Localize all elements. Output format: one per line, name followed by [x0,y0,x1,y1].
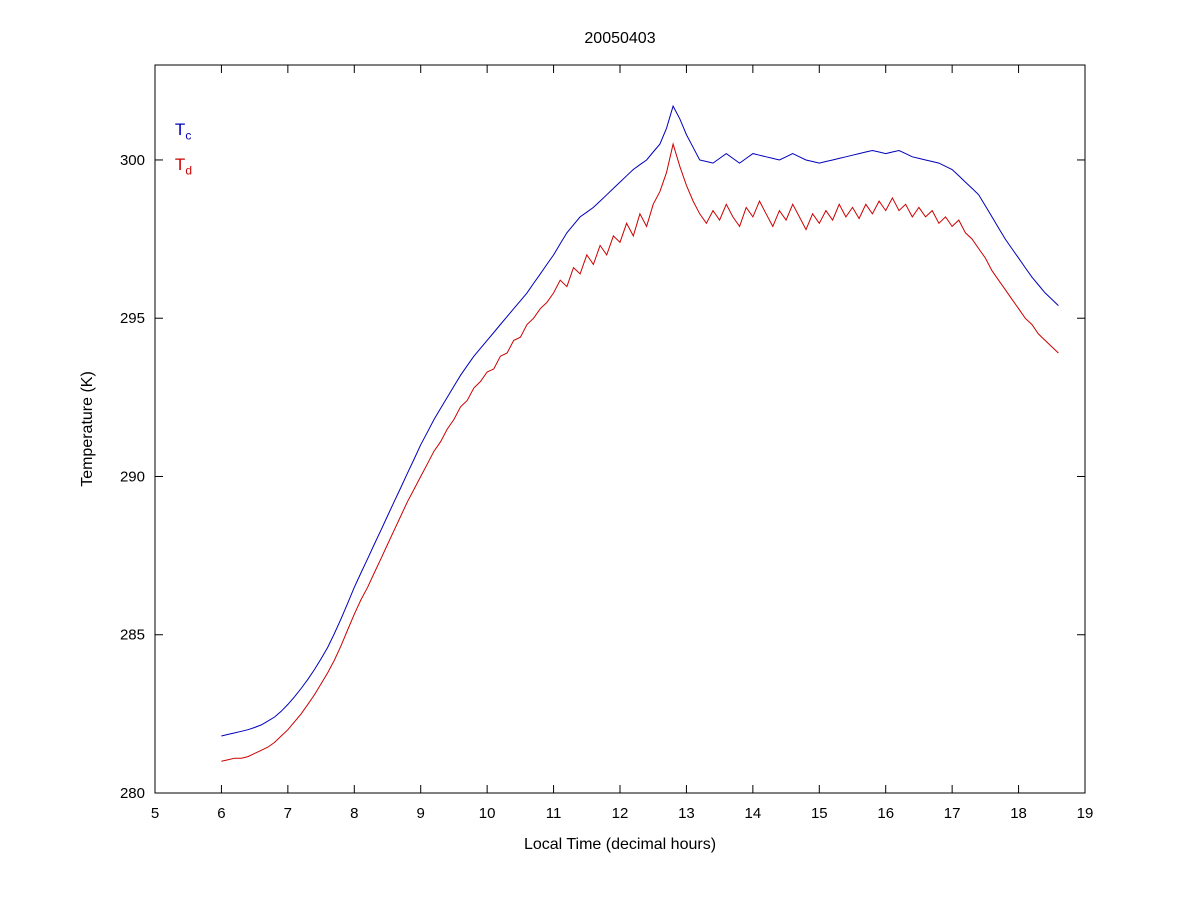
x-tick-label: 16 [877,805,894,822]
x-tick-label: 10 [479,805,496,822]
y-tick-label: 280 [120,785,145,802]
x-tick-label: 6 [217,805,225,822]
x-tick-label: 11 [546,805,562,822]
y-axis-label: Temperature (K) [79,371,96,487]
x-tick-label: 7 [284,805,292,822]
series-label-tc-sub: c [185,128,192,143]
series-label-td: Td [175,156,192,176]
series-line-c [221,104,1059,737]
series-line-d [221,142,1059,762]
y-tick-label: 290 [120,468,145,485]
y-tick-label: 285 [120,627,145,644]
series-label-tc-main: T [174,120,186,140]
x-tick-label: 14 [745,805,762,822]
series-label-td-main: T [174,155,186,175]
x-tick-label: 15 [811,805,828,822]
x-axis-label: Local Time (decimal hours) [523,836,717,853]
y-tick-label: 295 [120,310,145,327]
x-tick-label: 13 [678,805,695,822]
axes-box [154,64,1086,794]
chart-title: 20050403 [584,30,656,47]
x-tick-label: 8 [350,805,358,822]
series-label-tc: Tc [175,121,191,141]
x-tick-label: 5 [151,805,159,822]
x-tick-label: 18 [1010,805,1027,822]
x-tick-label: 12 [612,805,629,822]
series-label-td-sub: d [185,163,192,178]
x-tick-label: 19 [1077,805,1094,822]
y-tick-label: 300 [120,152,145,169]
x-tick-label: 17 [944,805,961,822]
x-tick-label: 9 [417,805,425,822]
